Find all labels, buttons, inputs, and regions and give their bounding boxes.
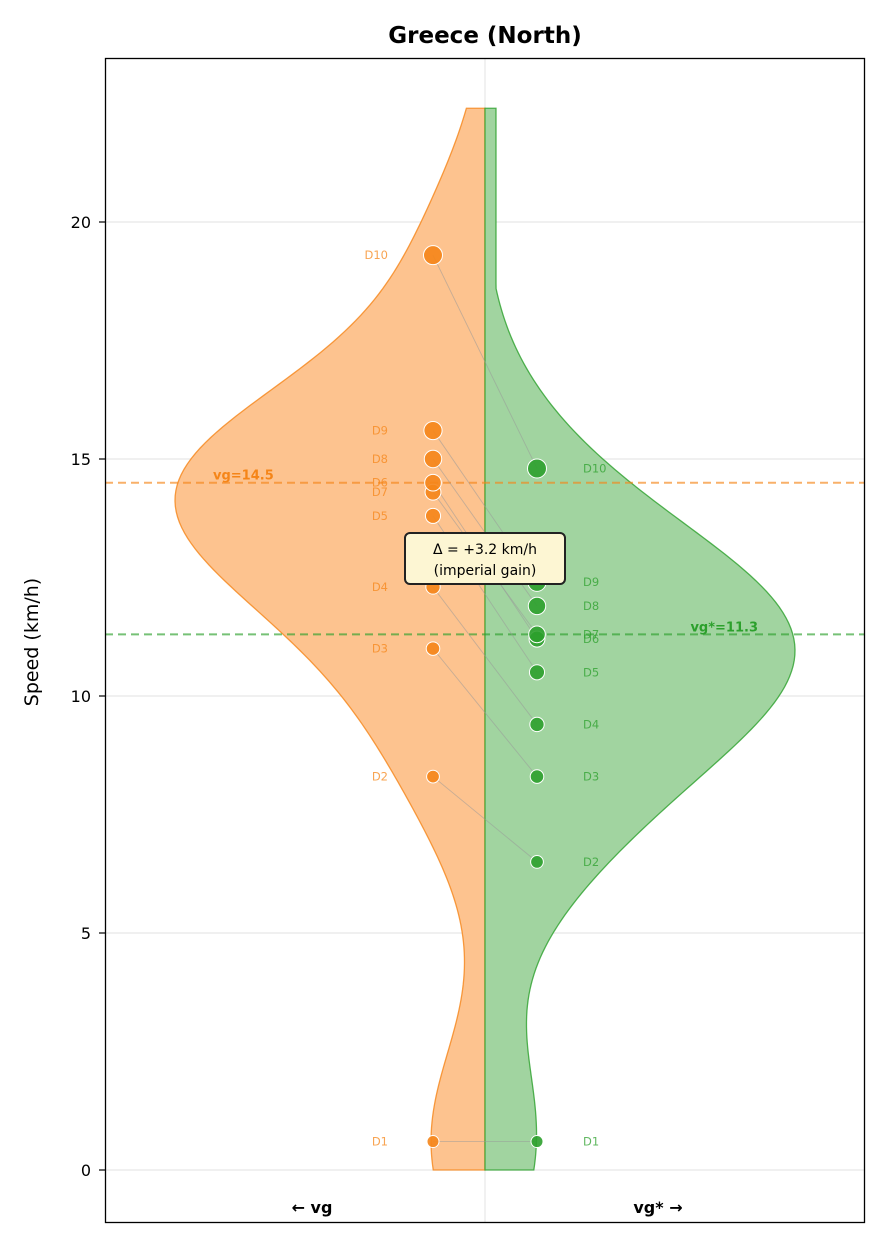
right-mean-label: vg*=11.3 <box>690 620 758 635</box>
annotation-line-2: (imperial gain) <box>434 563 537 579</box>
right-point-label-d6: D6 <box>583 632 599 646</box>
left-point-d6 <box>424 473 442 492</box>
violin-layer <box>174 107 796 1171</box>
left-point-d3 <box>425 641 441 656</box>
right-point-label-d7: D7 <box>583 627 599 641</box>
chart-title: Greece (North) <box>388 23 581 49</box>
connector-d10 <box>432 254 538 469</box>
right-point-d8 <box>527 596 547 616</box>
delta-annotation: Δ = +3.2 km/h (imperial gain) <box>404 532 566 585</box>
left-point-label-d1: D1 <box>372 1135 388 1149</box>
left-point-label-d7: D7 <box>372 485 388 499</box>
right-point-label-d3: D3 <box>583 770 599 784</box>
mean-layer: vg=14.5 vg*=11.3 <box>105 469 864 636</box>
left-point-d1 <box>426 1135 440 1149</box>
connector-d3 <box>432 648 538 777</box>
y-axis-label: Speed (km/h) <box>21 578 43 706</box>
right-point-d3 <box>529 769 545 784</box>
right-point-label-d1: D1 <box>583 1135 599 1149</box>
right-point-label-d4: D4 <box>583 717 599 731</box>
left-point-label-d3: D3 <box>372 642 388 656</box>
left-point-d2 <box>426 769 440 784</box>
left-point-label-d2: D2 <box>372 770 388 784</box>
left-point-d10 <box>423 245 443 266</box>
y-tick-label: 15 <box>71 450 91 469</box>
left-violin <box>174 107 486 1171</box>
right-point-d10 <box>527 458 547 479</box>
right-violin <box>484 107 796 1171</box>
left-point-label-d4: D4 <box>372 580 388 594</box>
right-point-d2 <box>530 855 544 869</box>
left-point-d8 <box>423 449 443 469</box>
left-point-label-d6: D6 <box>372 476 388 490</box>
y-tick-label: 10 <box>71 687 91 706</box>
left-point-d5 <box>424 507 442 524</box>
connector-d4 <box>432 586 538 725</box>
connector-d2 <box>432 776 538 863</box>
left-point-label-d10: D10 <box>365 248 389 262</box>
right-point-label-d2: D2 <box>583 855 599 869</box>
right-point-d4 <box>529 716 545 733</box>
right-side-label: vg* → <box>633 1198 682 1217</box>
axis-layer: 0 5 10 15 20 <box>71 213 105 1180</box>
plot-frame <box>104 57 866 1224</box>
y-tick-label: 0 <box>81 1161 91 1180</box>
right-point-d5 <box>528 664 546 681</box>
left-point-d9 <box>423 420 443 441</box>
right-point-label-d5: D5 <box>583 665 599 679</box>
right-point-d7 <box>528 625 546 644</box>
right-point-label-d10: D10 <box>583 461 607 475</box>
y-tick-label: 20 <box>71 213 91 232</box>
point-layer: D1D2D3D4D5D7D6D8D9D10D1D2D3D4D5D6D7D8D9D… <box>365 245 607 1149</box>
left-side-label: ← vg <box>292 1198 333 1217</box>
right-point-label-d8: D8 <box>583 599 599 613</box>
right-point-label-d9: D9 <box>583 575 599 589</box>
annotation-box <box>404 532 566 585</box>
left-mean-label: vg=14.5 <box>213 469 274 484</box>
y-tick-label: 5 <box>81 924 91 943</box>
left-point-label-d5: D5 <box>372 509 388 523</box>
left-point-label-d9: D9 <box>372 424 388 438</box>
right-point-d1 <box>530 1135 544 1149</box>
annotation-line-1: Δ = +3.2 km/h <box>433 542 537 558</box>
left-point-label-d8: D8 <box>372 452 388 466</box>
